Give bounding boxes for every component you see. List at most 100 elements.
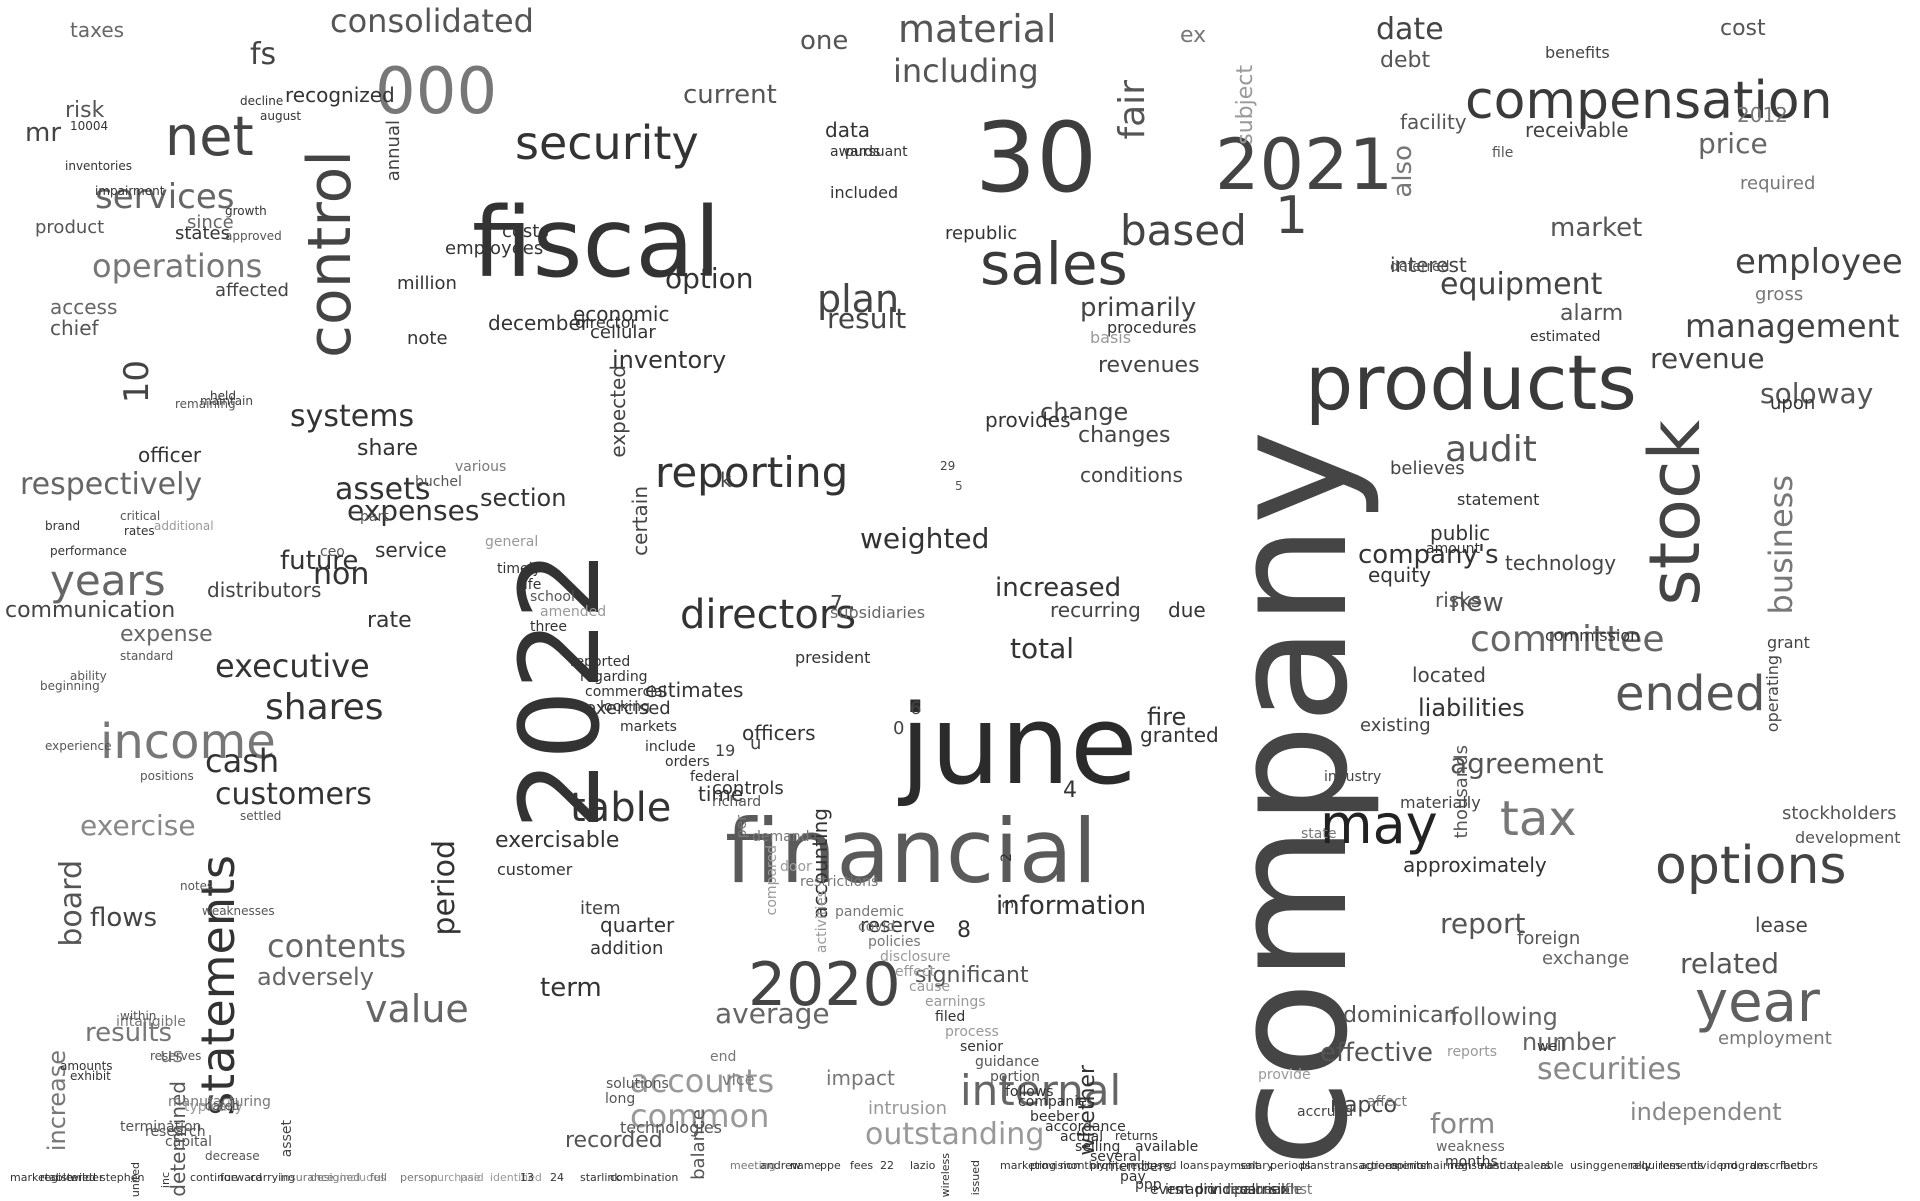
cloud-word: fiscal (472, 187, 721, 299)
cloud-word: adversely (257, 963, 374, 991)
cloud-word: provides (985, 408, 1071, 432)
cloud-word: forward (220, 1171, 263, 1184)
cloud-word: ppe (820, 1159, 841, 1172)
cloud-word: equipment (1440, 267, 1603, 302)
cloud-word: ppp (1135, 1177, 1162, 1193)
cloud-word: capital (165, 1134, 213, 1150)
cloud-word: communication (5, 598, 176, 623)
cloud-word: provide (1258, 1067, 1311, 1083)
cloud-word: able (1540, 1159, 1564, 1172)
cloud-word: operations (92, 247, 263, 285)
cloud-word: remaining (175, 397, 236, 411)
cloud-word: internal (960, 1066, 1122, 1115)
cloud-word: actual (1060, 1129, 1104, 1145)
cloud-word: k (720, 468, 732, 492)
cloud-word: annual (383, 120, 404, 182)
cloud-word: exercisable (495, 828, 620, 853)
cloud-word: public (1430, 521, 1491, 545)
cloud-word: exchange (1542, 948, 1630, 969)
cloud-word: compared (764, 845, 780, 916)
cloud-word: controls (712, 778, 784, 799)
cloud-word: shares (265, 687, 384, 728)
cloud-word: combination (610, 1171, 679, 1184)
cloud-word: facility (1400, 110, 1467, 134)
cloud-word: officers (742, 721, 816, 745)
cloud-word: revenues (1098, 353, 1200, 378)
cloud-word: flows (90, 903, 158, 933)
cloud-word: chairman (1420, 1159, 1472, 1172)
cloud-word: recurring (1050, 598, 1141, 622)
cloud-word: non (313, 557, 370, 592)
cloud-word: impairment (95, 184, 165, 198)
cloud-word: recorded (565, 1128, 663, 1153)
cloud-word: life (520, 577, 542, 593)
cloud-word: years (50, 556, 166, 605)
cloud-word: date (1376, 12, 1444, 47)
cloud-word: market (1550, 213, 1643, 243)
cloud-word: report (1440, 907, 1526, 940)
cloud-word: 22 (880, 1159, 894, 1172)
cloud-word: weighted (860, 522, 990, 555)
cloud-word: health (1255, 1182, 1300, 1198)
cloud-word: states (175, 223, 230, 244)
cloud-word: outstanding (865, 1117, 1045, 1152)
cloud-word: basis (1090, 328, 1132, 347)
cloud-word: board (54, 860, 89, 947)
cloud-word: year (1695, 970, 1820, 1035)
cloud-word: ended (1615, 666, 1766, 722)
cloud-word: access (50, 295, 118, 319)
cloud-word: reported (570, 654, 631, 670)
cloud-word: equity (1368, 563, 1431, 587)
cloud-word: fair (1112, 80, 1153, 140)
cloud-word: beeber (1030, 1109, 1080, 1125)
cloud-word: reasonable (1225, 1182, 1303, 1198)
cloud-word: within (120, 1009, 157, 1023)
cloud-word: 3 (1001, 900, 1017, 909)
cloud-word: plan (817, 277, 900, 321)
cloud-word: guidance (975, 1054, 1040, 1070)
cloud-word: income (100, 714, 276, 770)
cloud-word: revenue (1650, 342, 1765, 375)
cloud-word: filed (935, 1009, 966, 1025)
cloud-word: 7 (830, 591, 843, 615)
cloud-word: industry (1324, 769, 1382, 785)
cloud-word: positions (140, 769, 194, 783)
cloud-word: form (1430, 1107, 1496, 1140)
cloud-word: assets (335, 472, 431, 507)
cloud-word: performance (50, 544, 127, 558)
cloud-word: 6 (910, 698, 922, 719)
cloud-word: returns (1115, 1129, 1158, 1143)
cloud-word: event (1150, 1182, 1190, 1198)
cloud-word: marketing (1000, 1159, 1057, 1172)
cloud-word: per (734, 815, 750, 839)
cloud-word: end (710, 1049, 737, 1065)
cloud-word: following (1450, 1003, 1558, 1031)
cloud-word: carrieri (1240, 1182, 1290, 1198)
cloud-word: consolidated (330, 2, 534, 40)
cloud-word: accordance (1045, 1119, 1126, 1135)
cloud-word: restrictions (800, 874, 879, 890)
cloud-word: loans (1180, 1159, 1210, 1172)
cloud-word: gross (1755, 284, 1804, 305)
cloud-word: director (575, 313, 638, 332)
cloud-word: general (485, 534, 539, 550)
cloud-word: economic (573, 302, 670, 326)
cloud-word: control (295, 150, 365, 358)
cloud-word: material (898, 7, 1057, 51)
cloud-word: also (1388, 145, 1418, 198)
cloud-word: committee (1470, 619, 1665, 660)
cloud-word: three (530, 619, 568, 635)
cloud-word: fs (250, 37, 277, 72)
cloud-word: inventories (65, 159, 132, 173)
cloud-word: change (1040, 398, 1129, 426)
cloud-word: 19 (715, 741, 736, 760)
cloud-word: soloway (1760, 377, 1874, 410)
cloud-word: executive (215, 647, 370, 685)
cloud-word: name (790, 1159, 822, 1172)
cloud-word: respectively (20, 467, 203, 502)
cloud-word: maintain (200, 394, 253, 408)
cloud-word: described (1750, 1159, 1804, 1172)
cloud-word: management (1685, 307, 1900, 345)
cloud-word: new (1450, 588, 1504, 618)
cloud-word: include (645, 739, 696, 755)
